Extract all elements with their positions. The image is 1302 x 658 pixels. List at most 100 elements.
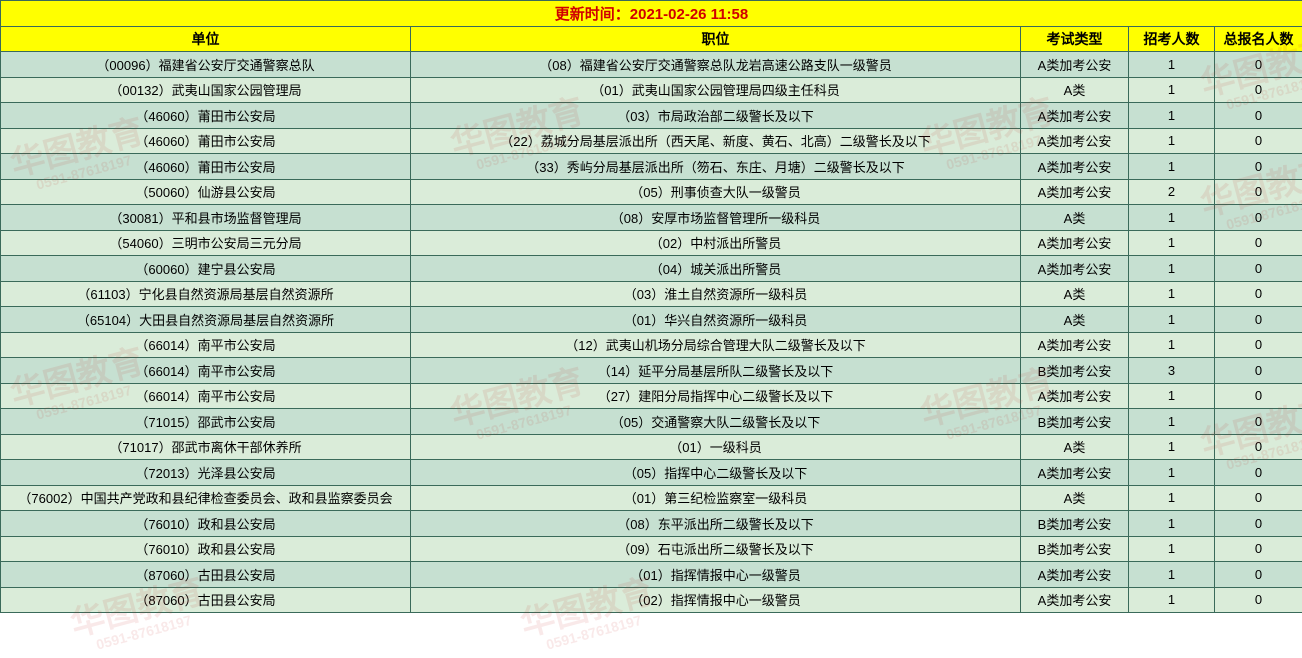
cell-applicants: 0 [1215,179,1302,205]
cell-recruits: 1 [1129,205,1215,231]
cell-unit: （00132）武夷山国家公园管理局 [1,77,411,103]
cell-position: （08）安厚市场监督管理所一级科员 [411,205,1021,231]
cell-exam_type: B类加考公安 [1021,536,1129,562]
cell-recruits: 1 [1129,307,1215,333]
cell-exam_type: A类 [1021,434,1129,460]
watermark-sub: 0591-87618197 [526,607,662,658]
cell-recruits: 1 [1129,128,1215,154]
table-row: （71015）邵武市公安局（05）交通警察大队二级警长及以下B类加考公安10 [1,409,1302,435]
cell-recruits: 1 [1129,52,1215,78]
cell-applicants: 0 [1215,307,1302,333]
cell-recruits: 1 [1129,281,1215,307]
cell-exam_type: A类加考公安 [1021,52,1129,78]
cell-recruits: 1 [1129,77,1215,103]
cell-position: （05）交通警察大队二级警长及以下 [411,409,1021,435]
cell-position: （08）福建省公安厅交通警察总队龙岩高速公路支队一级警员 [411,52,1021,78]
cell-recruits: 1 [1129,103,1215,129]
cell-unit: （76002）中国共产党政和县纪律检查委员会、政和县监察委员会 [1,485,411,511]
table-row: （54060）三明市公安局三元分局（02）中村派出所警员A类加考公安10 [1,230,1302,256]
cell-exam_type: A类 [1021,307,1129,333]
cell-unit: （46060）莆田市公安局 [1,128,411,154]
table-container: 更新时间：2021-02-26 11:58单位职位考试类型招考人数总报名人数（0… [0,0,1302,613]
cell-exam_type: A类加考公安 [1021,230,1129,256]
cell-applicants: 0 [1215,383,1302,409]
table-row: （46060）莆田市公安局（22）荔城分局基层派出所（西天尾、新度、黄石、北高）… [1,128,1302,154]
cell-exam_type: A类加考公安 [1021,460,1129,486]
cell-recruits: 2 [1129,179,1215,205]
cell-recruits: 1 [1129,332,1215,358]
cell-recruits: 1 [1129,536,1215,562]
cell-unit: （60060）建宁县公安局 [1,256,411,282]
cell-recruits: 1 [1129,485,1215,511]
cell-exam_type: A类加考公安 [1021,179,1129,205]
cell-position: （03）淮土自然资源所一级科员 [411,281,1021,307]
cell-exam_type: A类加考公安 [1021,256,1129,282]
table-row: （66014）南平市公安局（27）建阳分局指挥中心二级警长及以下A类加考公安10 [1,383,1302,409]
update-time-row: 更新时间：2021-02-26 11:58 [1,1,1302,27]
table-row: （76010）政和县公安局（09）石屯派出所二级警长及以下B类加考公安10 [1,536,1302,562]
cell-position: （03）市局政治部二级警长及以下 [411,103,1021,129]
table-row: （76010）政和县公安局（08）东平派出所二级警长及以下B类加考公安10 [1,511,1302,537]
col-header-exam_type: 考试类型 [1021,26,1129,52]
cell-position: （05）指挥中心二级警长及以下 [411,460,1021,486]
table-header-row: 单位职位考试类型招考人数总报名人数 [1,26,1302,52]
cell-unit: （65104）大田县自然资源局基层自然资源所 [1,307,411,333]
cell-exam_type: A类加考公安 [1021,103,1129,129]
table-row: （87060）古田县公安局（02）指挥情报中心一级警员A类加考公安10 [1,587,1302,613]
cell-recruits: 3 [1129,358,1215,384]
cell-unit: （66014）南平市公安局 [1,332,411,358]
cell-unit: （71015）邵武市公安局 [1,409,411,435]
cell-applicants: 0 [1215,77,1302,103]
cell-applicants: 0 [1215,460,1302,486]
cell-recruits: 1 [1129,460,1215,486]
table-row: （65104）大田县自然资源局基层自然资源所（01）华兴自然资源所一级科员A类1… [1,307,1302,333]
cell-exam_type: A类 [1021,485,1129,511]
cell-recruits: 1 [1129,230,1215,256]
cell-unit: （72013）光泽县公安局 [1,460,411,486]
cell-applicants: 0 [1215,281,1302,307]
cell-applicants: 0 [1215,434,1302,460]
table-row: （61103）宁化县自然资源局基层自然资源所（03）淮土自然资源所一级科员A类1… [1,281,1302,307]
cell-applicants: 0 [1215,154,1302,180]
cell-unit: （00096）福建省公安厅交通警察总队 [1,52,411,78]
update-time: 更新时间：2021-02-26 11:58 [1,1,1302,27]
cell-applicants: 0 [1215,332,1302,358]
data-table: 更新时间：2021-02-26 11:58单位职位考试类型招考人数总报名人数（0… [0,0,1302,613]
cell-exam_type: A类 [1021,281,1129,307]
cell-unit: （46060）莆田市公安局 [1,154,411,180]
table-row: （87060）古田县公安局（01）指挥情报中心一级警员A类加考公安10 [1,562,1302,588]
cell-applicants: 0 [1215,230,1302,256]
cell-applicants: 0 [1215,256,1302,282]
cell-exam_type: A类加考公安 [1021,128,1129,154]
cell-unit: （30081）平和县市场监督管理局 [1,205,411,231]
cell-recruits: 1 [1129,383,1215,409]
cell-recruits: 1 [1129,409,1215,435]
cell-position: （02）指挥情报中心一级警员 [411,587,1021,613]
cell-unit: （76010）政和县公安局 [1,536,411,562]
table-row: （72013）光泽县公安局（05）指挥中心二级警长及以下A类加考公安10 [1,460,1302,486]
col-header-unit: 单位 [1,26,411,52]
table-row: （00096）福建省公安厅交通警察总队（08）福建省公安厅交通警察总队龙岩高速公… [1,52,1302,78]
cell-unit: （71017）邵武市离休干部休养所 [1,434,411,460]
cell-unit: （54060）三明市公安局三元分局 [1,230,411,256]
cell-recruits: 1 [1129,434,1215,460]
col-header-applicants: 总报名人数 [1215,26,1302,52]
cell-exam_type: A类 [1021,77,1129,103]
cell-recruits: 1 [1129,511,1215,537]
cell-position: （01）指挥情报中心一级警员 [411,562,1021,588]
table-row: （50060）仙游县公安局（05）刑事侦查大队一级警员A类加考公安20 [1,179,1302,205]
cell-applicants: 0 [1215,409,1302,435]
cell-applicants: 0 [1215,511,1302,537]
cell-exam_type: A类加考公安 [1021,562,1129,588]
cell-unit: （66014）南平市公安局 [1,358,411,384]
cell-position: （01）武夷山国家公园管理局四级主任科员 [411,77,1021,103]
cell-exam_type: B类加考公安 [1021,511,1129,537]
cell-exam_type: A类加考公安 [1021,383,1129,409]
cell-unit: （66014）南平市公安局 [1,383,411,409]
cell-recruits: 1 [1129,256,1215,282]
cell-position: （01）第三纪检监察室一级科员 [411,485,1021,511]
table-row: （60060）建宁县公安局（04）城关派出所警员A类加考公安10 [1,256,1302,282]
watermark-sub: 0591-87618197 [76,607,212,658]
col-header-position: 职位 [411,26,1021,52]
cell-unit: （87060）古田县公安局 [1,562,411,588]
